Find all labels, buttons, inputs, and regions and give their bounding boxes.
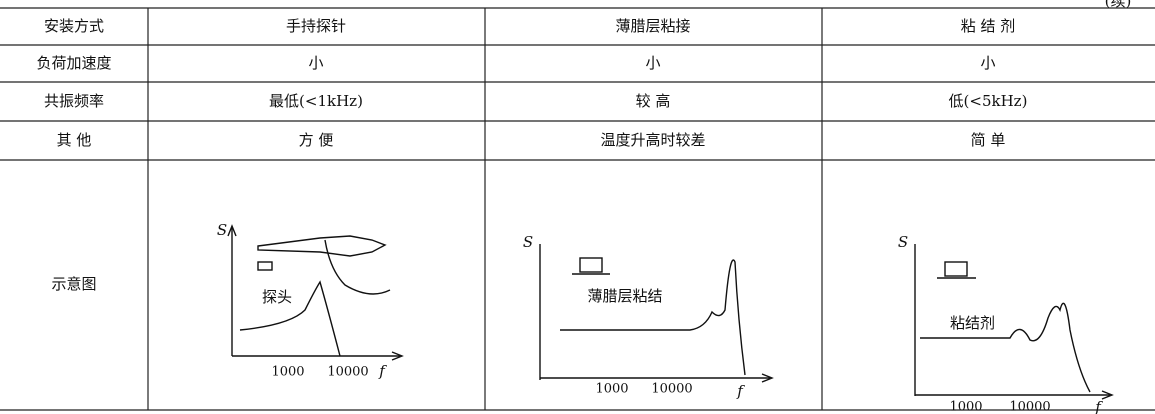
row-header: 示意图 — [51, 275, 96, 293]
table-cell: 方 便 — [299, 131, 334, 149]
table-cell: 小 — [308, 54, 323, 72]
diagram-label: 薄腊层粘结 — [587, 287, 662, 305]
tick-label: 10000 — [651, 382, 692, 397]
table-cell: 手持探针 — [286, 17, 346, 35]
table-cell: 小 — [645, 54, 660, 72]
table-cell: 小 — [980, 54, 995, 72]
tick-label: 1000 — [595, 382, 628, 397]
axis-label: f — [1094, 398, 1103, 414]
table-cell: 薄腊层粘接 — [615, 17, 690, 35]
row-header: 其 他 — [57, 131, 92, 149]
diagram-drawings — [227, 224, 1114, 400]
axis-label: S — [523, 233, 533, 251]
row-header: 共振频率 — [44, 92, 104, 110]
tick-label: 1000 — [271, 365, 304, 380]
diagram-label: 粘结剂 — [950, 314, 995, 332]
tick-label: 1000 — [949, 400, 982, 414]
tick-label: 10000 — [1009, 400, 1050, 414]
axis-label: f — [378, 362, 387, 380]
axis-label: S — [898, 233, 908, 251]
table-cell: 最低(<1kHz) — [269, 92, 363, 110]
table-cell: 较 高 — [636, 92, 671, 110]
table-rules — [0, 7, 1155, 411]
continued-note: (续) — [1105, 0, 1132, 10]
axis-label: f — [736, 382, 745, 400]
axis-label: S — [217, 221, 227, 239]
table-cell: 简 单 — [971, 131, 1006, 149]
row-header: 负荷加速度 — [36, 54, 111, 72]
row-header: 安装方式 — [44, 17, 104, 35]
table-cell: 温度升高时较差 — [600, 131, 705, 149]
tick-label: 10000 — [327, 365, 368, 380]
table-cell: 粘 结 剂 — [961, 17, 1016, 35]
table-cell: 低(<5kHz) — [949, 92, 1028, 110]
diagram-label: 探头 — [262, 288, 292, 306]
